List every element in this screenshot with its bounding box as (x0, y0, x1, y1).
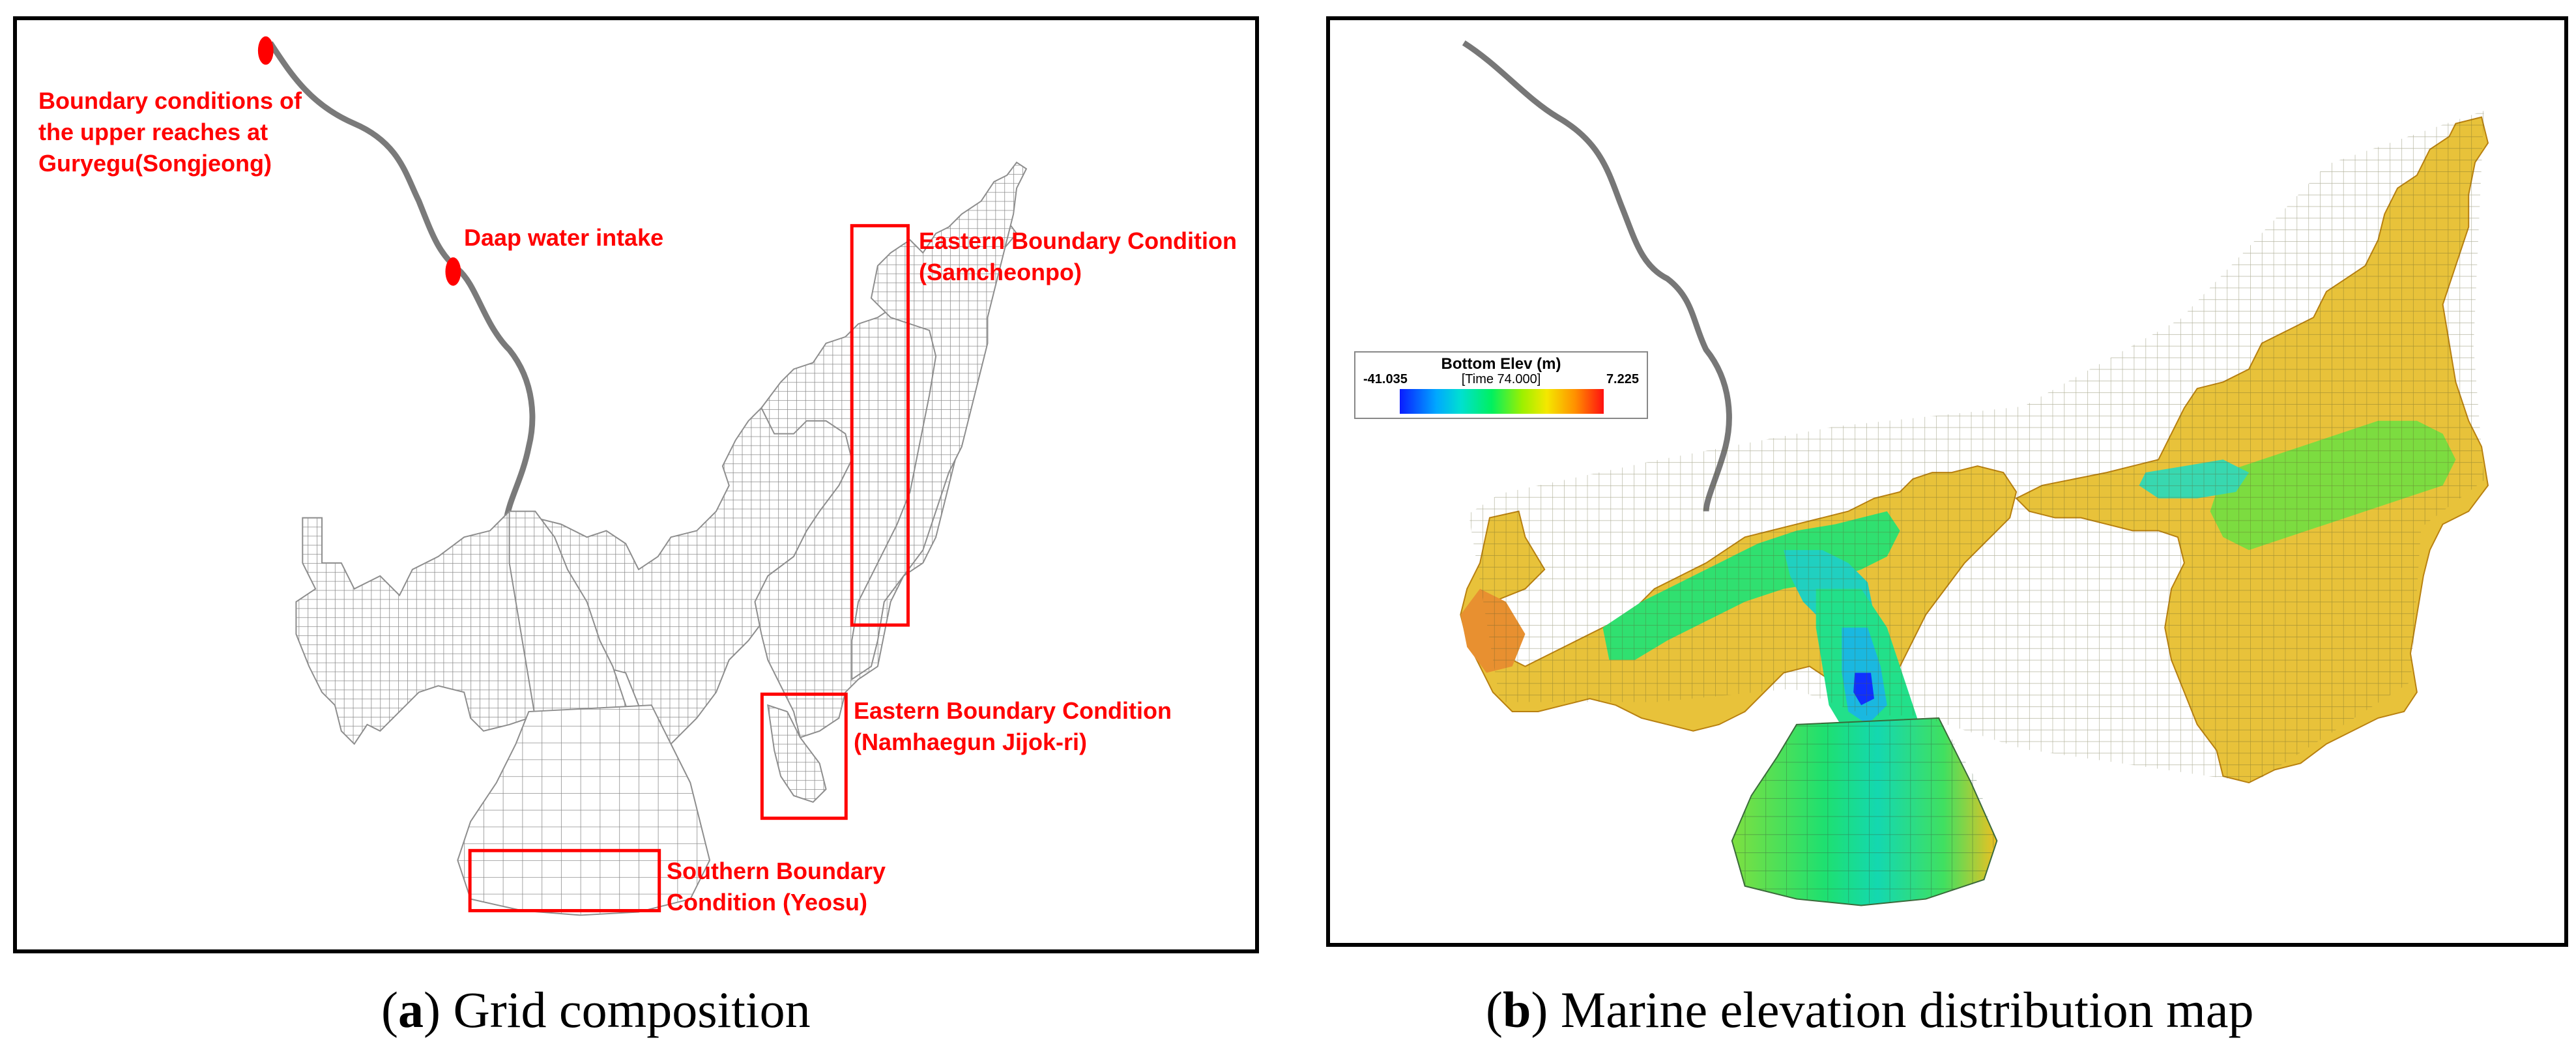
daap-intake-marker (445, 257, 461, 286)
caption-b: (b) Marine elevation distribution map (1486, 981, 2254, 1038)
eastern-boundary-samcheonpo-box (850, 224, 910, 627)
grid-composition-panel: Boundary conditions of the upper reaches… (13, 16, 1259, 953)
caption-a-letter: a (398, 981, 424, 1038)
upper-boundary-label: Boundary conditions of the upper reaches… (38, 87, 302, 177)
caption-a-text: Grid composition (453, 981, 811, 1038)
elevation-legend: Bottom Elev (m) -41.035 [Time 74.000] 7.… (1354, 351, 1648, 419)
daap-intake-label: Daap water intake (464, 224, 664, 251)
grid-region-south-fan (457, 704, 711, 916)
marine-elevation-panel: Bottom Elev (m) -41.035 [Time 74.000] 7.… (1326, 16, 2568, 947)
southern-boundary-yeosu-label: Southern Boundary Condition (Yeosu) (667, 858, 886, 916)
grid-map (257, 36, 1028, 916)
eastern-boundary-samcheonpo-label: Eastern Boundary Condition (Samcheonpo) (919, 227, 1237, 285)
river-channel (1462, 40, 1732, 512)
elevation-map (1330, 40, 2564, 943)
legend-title: Bottom Elev (m) (1441, 355, 1561, 373)
eastern-boundary-namhae-box (760, 692, 848, 820)
river-channel (268, 41, 536, 522)
grid-region-namhae (767, 704, 827, 803)
legend-time: [Time 74.000] (1461, 372, 1541, 386)
legend-min: -41.035 (1363, 372, 1408, 386)
southern-boundary-yeosu-box (468, 848, 661, 912)
caption-b-text: Marine elevation distribution map (1560, 981, 2254, 1038)
legend-colorbar (1400, 389, 1604, 414)
caption-a: (a) Grid composition (381, 981, 811, 1038)
grid-region-east-arm (851, 161, 1028, 681)
legend-max: 7.225 (1606, 372, 1639, 386)
eastern-boundary-namhae-label: Eastern Boundary Condition (Namhaegun Ji… (854, 697, 1172, 755)
caption-b-letter: b (1502, 981, 1531, 1038)
upper-boundary-marker (257, 36, 274, 65)
